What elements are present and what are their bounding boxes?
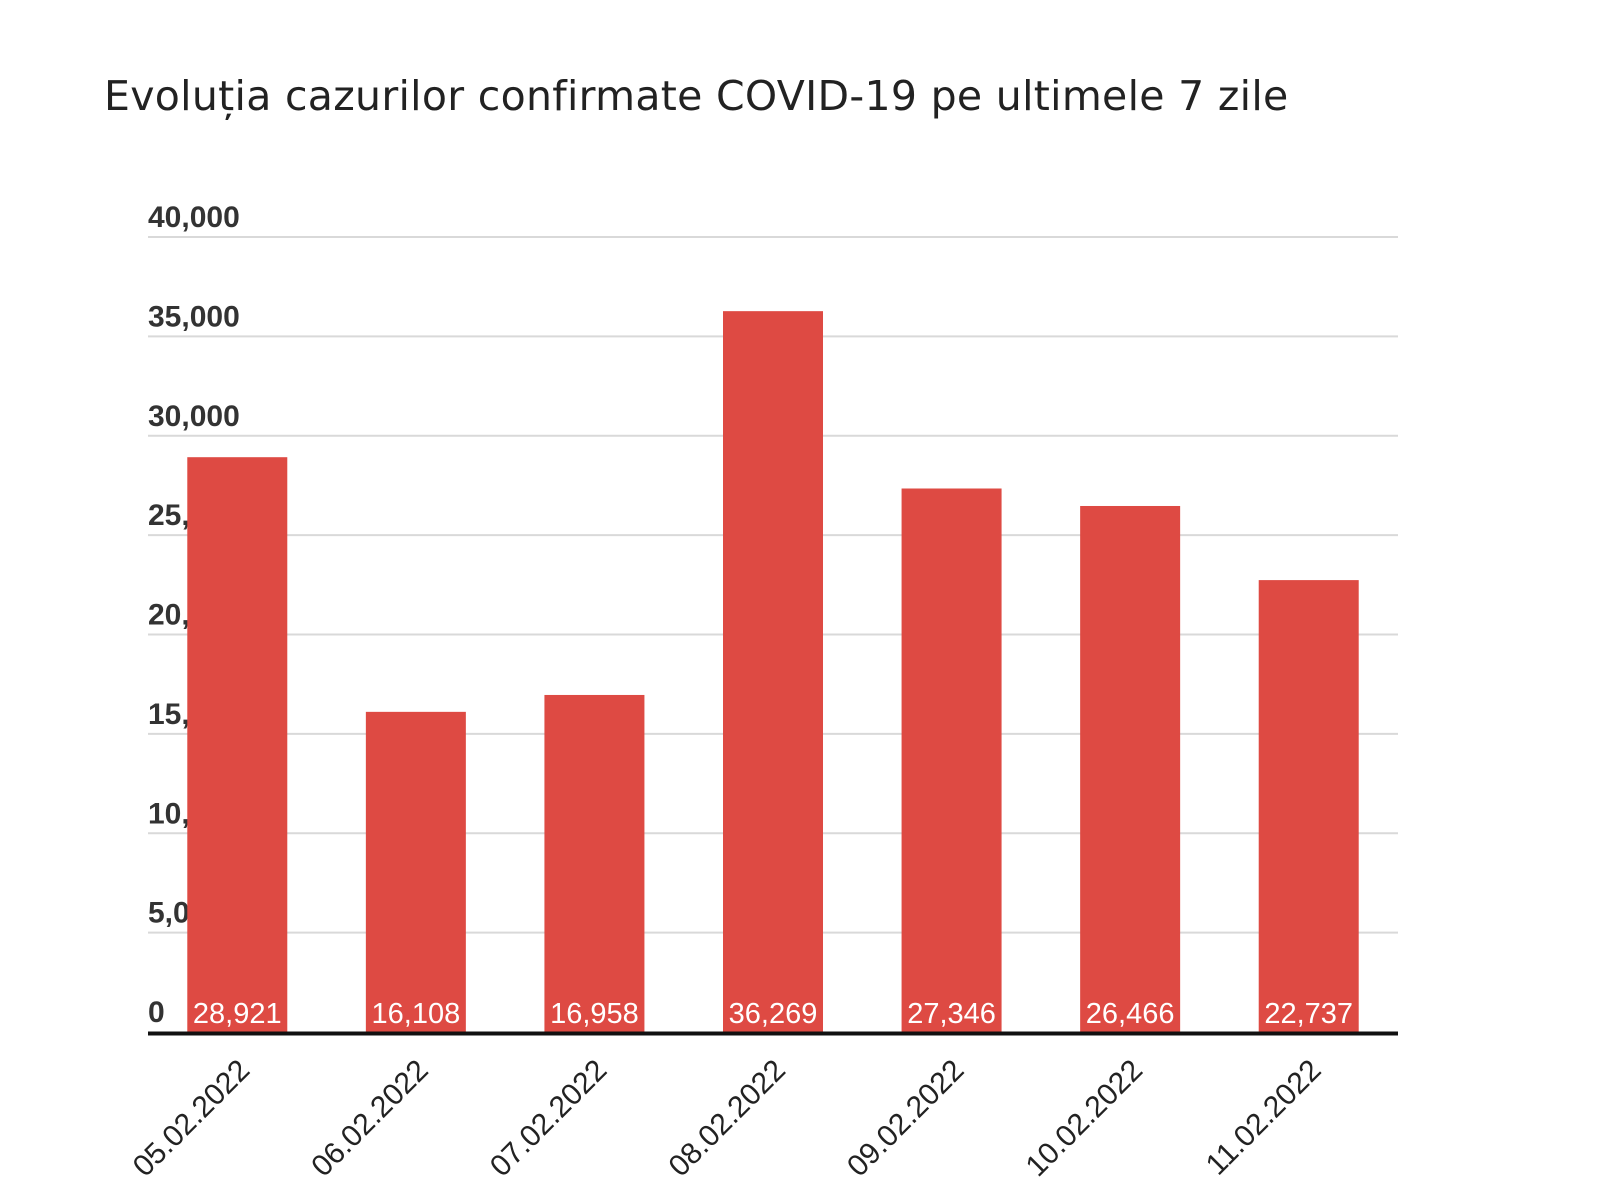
bar — [901, 488, 1002, 1032]
y-tick-label: 40,000 — [148, 201, 240, 234]
y-tick-label: 35,000 — [148, 300, 240, 333]
bar — [723, 311, 823, 1032]
x-tick-label: 08.02.2022 — [662, 1054, 792, 1184]
x-tick-label: 06.02.2022 — [305, 1054, 435, 1184]
bar — [544, 694, 645, 1032]
bar-data-label: 36,269 — [729, 998, 818, 1030]
bars — [187, 311, 1359, 1032]
bar-data-label: 27,346 — [907, 998, 996, 1030]
bar-data-label: 22,737 — [1264, 998, 1353, 1030]
x-tick-label: 07.02.2022 — [484, 1054, 614, 1184]
data-labels: 28,921 16,108 16,958 36,269 27,346 26,466 22,7… — [193, 998, 1353, 1030]
x-tick-label: 05.02.2022 — [127, 1054, 257, 1184]
bar — [365, 711, 466, 1032]
bar-data-label: 26,466 — [1086, 998, 1175, 1030]
bar-data-label: 16,958 — [550, 998, 639, 1030]
chart-title: Evoluția cazurilor confirmate COVID-19 p… — [104, 72, 1289, 120]
bar-data-label: 28,921 — [193, 998, 282, 1030]
x-axis-ticks: 05.02.2022 06.02.2022 07.02.2022 08.02.2022… — [127, 1054, 1328, 1184]
bar — [1258, 580, 1359, 1032]
x-tick-label: 09.02.2022 — [841, 1054, 971, 1184]
y-tick-label: 30,000 — [148, 400, 240, 433]
bar — [1080, 505, 1181, 1032]
bar-data-label: 16,108 — [372, 998, 461, 1030]
x-tick-label: 11.02.2022 — [1200, 1054, 1328, 1182]
x-tick-label: 10.02.2022 — [1020, 1054, 1150, 1184]
y-tick-label: 0 — [148, 996, 165, 1029]
bar — [187, 457, 288, 1032]
